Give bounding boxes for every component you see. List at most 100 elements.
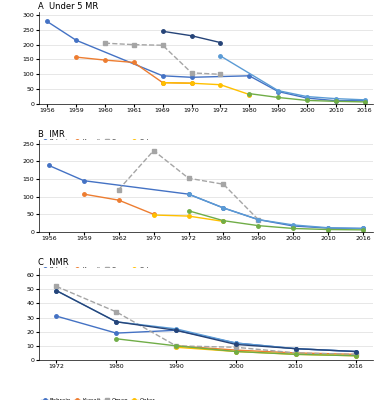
Oman <box>160 43 165 48</box>
Saudi Arabia <box>218 54 223 58</box>
Saudi Arabia <box>234 341 238 346</box>
Oman <box>256 217 261 222</box>
Bahrain <box>256 217 261 222</box>
Line: United Arab Emirates: United Arab Emirates <box>114 337 357 358</box>
Oman <box>131 42 136 47</box>
Oman <box>189 70 194 75</box>
Oman <box>186 176 191 181</box>
Bahrain <box>353 349 358 354</box>
United Arab Emirates <box>326 227 330 232</box>
Kuwait <box>234 348 238 352</box>
Qatar <box>186 214 191 218</box>
Bahrain <box>361 226 365 231</box>
Oman <box>234 345 238 350</box>
GCC <box>174 328 178 333</box>
United Arab Emirates <box>247 91 252 96</box>
Saudi Arabia <box>276 88 280 93</box>
Oman <box>218 72 223 77</box>
GCC Total <box>189 33 194 38</box>
United Arab Emirates <box>291 226 296 231</box>
Kuwait <box>189 81 194 86</box>
Kuwait <box>160 80 165 85</box>
Qatar <box>189 81 194 86</box>
United Arab Emirates <box>114 336 119 341</box>
GCC Total <box>218 40 223 45</box>
GCC <box>54 288 59 293</box>
Line: United Arab Emirates: United Arab Emirates <box>187 209 365 232</box>
Bahrain <box>186 192 191 196</box>
Bahrain <box>326 226 330 230</box>
United Arab Emirates <box>174 344 178 348</box>
Qatar <box>293 352 298 357</box>
Oman <box>151 148 156 153</box>
Saudi Arabia <box>256 217 261 222</box>
Line: Qatar: Qatar <box>174 346 357 358</box>
Saudi Arabia <box>326 225 330 230</box>
Line: Bahrain: Bahrain <box>55 314 357 353</box>
Qatar <box>221 219 226 224</box>
Kuwait <box>116 198 121 202</box>
Saudi Arabia <box>353 349 358 354</box>
Kuwait <box>82 192 86 196</box>
Bahrain <box>47 163 51 168</box>
Bahrain <box>221 206 226 210</box>
Line: Kuwait: Kuwait <box>74 55 193 85</box>
Line: Saudi Arabia: Saudi Arabia <box>187 192 365 230</box>
Kuwait <box>74 55 79 60</box>
Saudi Arabia <box>293 346 298 351</box>
Oman <box>114 310 119 314</box>
United Arab Emirates <box>276 95 280 100</box>
Oman <box>116 187 121 192</box>
Line: Bahrain: Bahrain <box>45 20 367 102</box>
United Arab Emirates <box>361 228 365 232</box>
United Arab Emirates <box>234 349 238 354</box>
United Arab Emirates <box>293 352 298 357</box>
Oman <box>174 344 178 348</box>
Saudi Arabia <box>114 319 119 324</box>
Line: Kuwait: Kuwait <box>174 344 357 356</box>
Kuwait <box>102 58 107 62</box>
Bahrain <box>114 331 119 336</box>
Bahrain <box>174 328 178 333</box>
United Arab Emirates <box>305 98 309 103</box>
Text: B  IMR: B IMR <box>38 130 65 139</box>
United Arab Emirates <box>333 99 338 104</box>
Oman <box>54 284 59 289</box>
Bahrain <box>189 75 194 80</box>
Line: Oman: Oman <box>55 285 357 356</box>
Text: A  Under 5 MR: A Under 5 MR <box>38 2 99 11</box>
Qatar <box>353 353 358 358</box>
Bahrain <box>305 96 309 100</box>
Oman <box>102 41 107 46</box>
Line: Kuwait: Kuwait <box>82 192 156 216</box>
GCC Total <box>160 29 165 34</box>
Line: United Arab Emirates: United Arab Emirates <box>248 92 367 104</box>
United Arab Emirates <box>221 218 226 223</box>
GCC <box>353 349 358 354</box>
Saudi Arabia <box>54 288 59 293</box>
Bahrain <box>74 38 79 42</box>
Oman <box>293 350 298 355</box>
Bahrain <box>234 341 238 346</box>
Line: Qatar: Qatar <box>152 213 225 223</box>
GCC <box>234 342 238 347</box>
Bahrain <box>54 314 59 318</box>
GCC <box>293 346 298 351</box>
Bahrain <box>160 74 165 78</box>
Oman <box>353 352 358 357</box>
Saudi Arabia <box>362 98 367 102</box>
GCC <box>114 319 119 324</box>
Qatar <box>151 213 156 218</box>
Saudi Arabia <box>305 94 309 99</box>
Saudi Arabia <box>186 192 191 196</box>
Kuwait <box>174 344 178 348</box>
Qatar <box>174 345 178 350</box>
Legend: Saudi Arabia, United Arab Emirates, GCC Total: Saudi Arabia, United Arab Emirates, GCC … <box>41 156 192 160</box>
Saudi Arabia <box>361 226 365 231</box>
Saudi Arabia <box>333 96 338 101</box>
Line: Saudi Arabia: Saudi Arabia <box>55 289 357 353</box>
Kuwait <box>293 350 298 355</box>
Qatar <box>234 349 238 354</box>
Saudi Arabia <box>174 326 178 331</box>
Line: Qatar: Qatar <box>161 81 251 96</box>
